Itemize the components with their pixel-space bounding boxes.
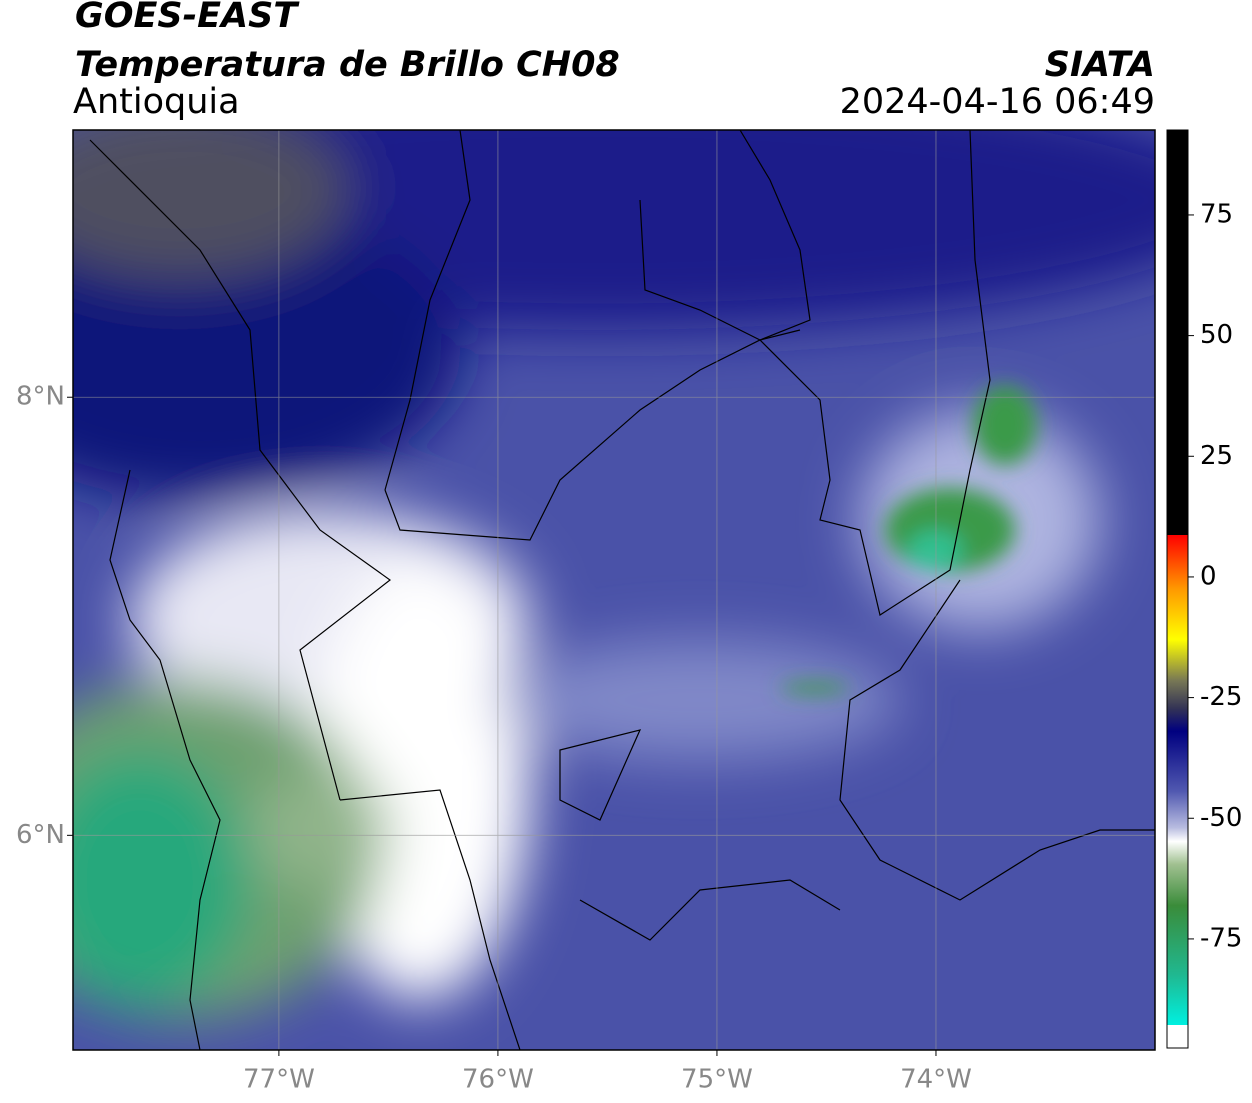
title: GOES-EAST: [75, 0, 300, 36]
datetime: 2024-04-16 06:49: [840, 82, 1155, 122]
subtitle: Temperatura de Brillo CH08: [75, 45, 620, 85]
y-tick-label: 8°N: [16, 382, 65, 412]
x-tick-label: 76°W: [462, 1065, 534, 1095]
colorbar-label: 50: [1200, 320, 1233, 350]
colorbar-label: -25: [1200, 682, 1242, 712]
map-frame: [72, 129, 1156, 1051]
imagery: [73, 130, 1155, 1050]
colorbar-label: 25: [1200, 441, 1233, 471]
source: SIATA: [1045, 45, 1155, 85]
x-tick-label: 75°W: [681, 1065, 753, 1095]
colorbar: [1166, 129, 1189, 1049]
graticule: [73, 130, 1155, 1050]
colorbar-label: -75: [1200, 923, 1242, 953]
colorbar-label: 75: [1200, 199, 1233, 229]
colorbar-label: -50: [1200, 803, 1242, 833]
y-tick-label: 6°N: [16, 820, 65, 850]
colorbar-label: 0: [1200, 561, 1217, 591]
x-tick-label: 77°W: [243, 1065, 315, 1095]
x-tick-label: 74°W: [900, 1065, 972, 1095]
region: Antioquia: [73, 82, 240, 122]
